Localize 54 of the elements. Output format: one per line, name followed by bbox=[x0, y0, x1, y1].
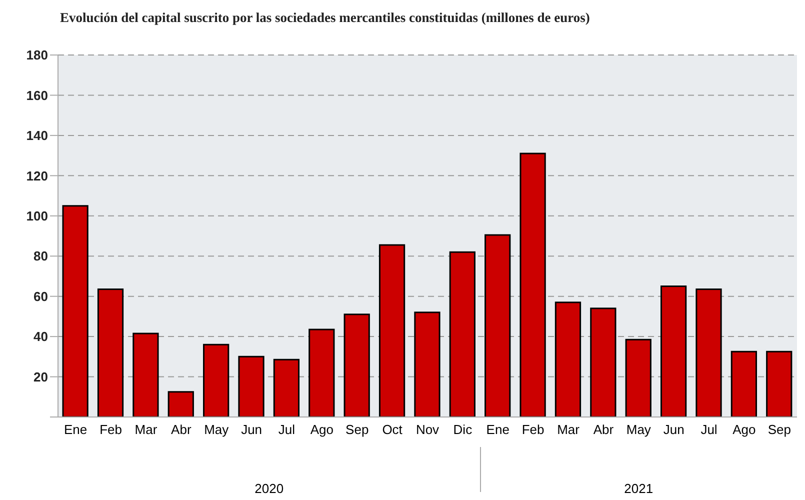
y-tick-label: 20 bbox=[34, 369, 48, 384]
x-tick-label: Jun bbox=[241, 422, 262, 438]
bar bbox=[62, 205, 88, 417]
bar bbox=[625, 338, 652, 417]
bar bbox=[520, 152, 546, 417]
x-tick-label: Ene bbox=[486, 422, 510, 438]
bar bbox=[378, 244, 406, 417]
bar bbox=[308, 328, 335, 417]
y-tick-label: 40 bbox=[34, 329, 48, 344]
y-tick-label: 180 bbox=[26, 48, 48, 63]
bar bbox=[590, 308, 616, 417]
x-tick-label: Sep bbox=[346, 422, 369, 438]
bar bbox=[660, 286, 687, 417]
bar bbox=[344, 314, 370, 417]
x-tick-label: Jul bbox=[700, 422, 718, 438]
x-tick-label: Abr bbox=[171, 422, 192, 438]
y-tick-label: 100 bbox=[26, 208, 48, 224]
bar bbox=[449, 251, 476, 417]
text: 2020 bbox=[254, 481, 285, 496]
x-tick-label: Feb bbox=[522, 422, 544, 438]
bar bbox=[238, 356, 264, 417]
x-tick-label: Dic bbox=[453, 422, 473, 438]
x-tick-label: May bbox=[626, 422, 652, 438]
y-tick-label: 160 bbox=[26, 88, 48, 103]
x-tick-label: Mar bbox=[134, 422, 158, 438]
x-tick-label: Ago bbox=[310, 422, 334, 438]
bar bbox=[696, 288, 722, 417]
bar bbox=[168, 391, 194, 417]
y-tick-label: 140 bbox=[26, 128, 48, 144]
x-tick-label: May bbox=[204, 422, 230, 438]
x-tick-label: Mar bbox=[557, 422, 580, 438]
x-tick-label: Oct bbox=[382, 422, 403, 438]
chart-title: Evolución del capital suscrito por las sociedades mercantiles constituidas (millones de euros) bbox=[60, 10, 590, 26]
x-tick-label: Nov bbox=[416, 422, 440, 438]
x-tick-label: Sep bbox=[768, 422, 791, 438]
y-tick-label: 80 bbox=[34, 248, 48, 264]
text: 2021 bbox=[623, 481, 654, 496]
x-tick-label: Ago bbox=[732, 422, 756, 438]
x-tick-label: Ene bbox=[64, 422, 88, 438]
y-tick-label: 120 bbox=[26, 168, 48, 184]
bar bbox=[273, 358, 300, 417]
bar bbox=[554, 302, 582, 417]
x-tick-label: Jul bbox=[278, 422, 296, 438]
bar bbox=[97, 288, 124, 417]
bar bbox=[203, 344, 230, 417]
x-tick-label: Feb bbox=[100, 422, 122, 438]
bar bbox=[484, 234, 511, 417]
bar bbox=[132, 332, 159, 417]
x-tick-label: Abr bbox=[593, 422, 614, 438]
bar bbox=[414, 312, 440, 417]
x-tick-label: Jun bbox=[663, 422, 684, 438]
bar bbox=[766, 350, 792, 417]
bar bbox=[730, 350, 757, 417]
y-tick-label: 60 bbox=[34, 288, 48, 304]
